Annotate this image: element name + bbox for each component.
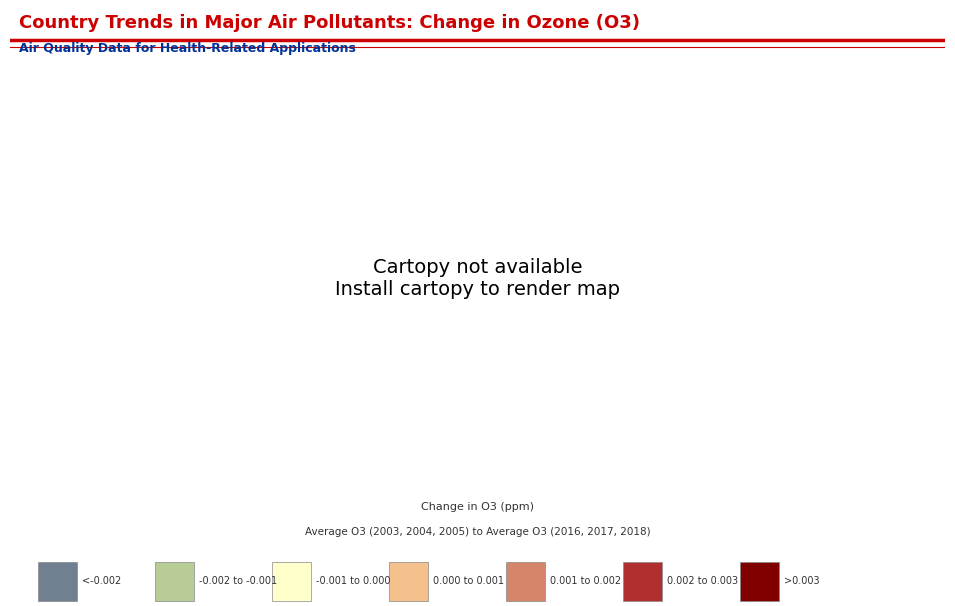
Text: -0.002 to -0.001: -0.002 to -0.001 bbox=[199, 576, 277, 587]
Text: Change in O3 (ppm): Change in O3 (ppm) bbox=[421, 502, 534, 513]
FancyBboxPatch shape bbox=[739, 562, 779, 601]
Text: Average O3 (2003, 2004, 2005) to Average O3 (2016, 2017, 2018): Average O3 (2003, 2004, 2005) to Average… bbox=[305, 527, 650, 538]
Text: Country Trends in Major Air Pollutants: Change in Ozone (O3): Country Trends in Major Air Pollutants: … bbox=[19, 15, 640, 32]
FancyBboxPatch shape bbox=[271, 562, 311, 601]
Text: Cartopy not available
Install cartopy to render map: Cartopy not available Install cartopy to… bbox=[335, 258, 620, 299]
Text: Air Quality Data for Health-Related Applications: Air Quality Data for Health-Related Appl… bbox=[19, 42, 356, 55]
Text: <-0.002: <-0.002 bbox=[81, 576, 121, 587]
FancyBboxPatch shape bbox=[37, 562, 77, 601]
Text: 0.000 to 0.001: 0.000 to 0.001 bbox=[433, 576, 503, 587]
Text: >0.003: >0.003 bbox=[783, 576, 819, 587]
FancyBboxPatch shape bbox=[155, 562, 194, 601]
Text: -0.001 to 0.000: -0.001 to 0.000 bbox=[315, 576, 390, 587]
FancyBboxPatch shape bbox=[505, 562, 545, 601]
Text: 0.001 to 0.002: 0.001 to 0.002 bbox=[549, 576, 621, 587]
FancyBboxPatch shape bbox=[389, 562, 428, 601]
Text: 0.002 to 0.003: 0.002 to 0.003 bbox=[667, 576, 737, 587]
FancyBboxPatch shape bbox=[623, 562, 662, 601]
